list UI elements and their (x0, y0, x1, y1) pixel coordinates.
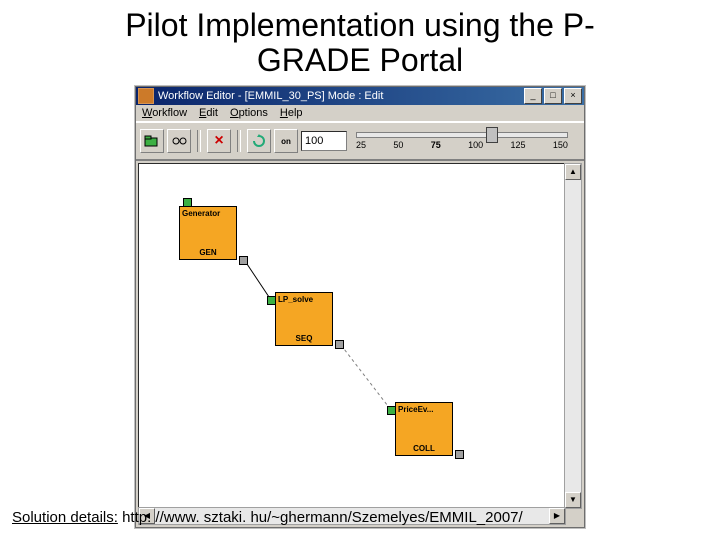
menu-help[interactable]: Help (280, 107, 303, 119)
minimize-button[interactable]: _ (524, 88, 542, 104)
toolbar-sep-2 (237, 130, 241, 152)
menubar: Workflow Edit Options Help (136, 105, 584, 122)
view-button[interactable] (167, 129, 191, 153)
scroll-up-icon[interactable]: ▲ (565, 164, 581, 180)
footer-url: http: //www. sztaki. hu/~ghermann/Szemel… (122, 509, 523, 526)
slider-ticks: 25 50 75 100 125 150 (356, 140, 568, 150)
folder-icon (144, 134, 160, 148)
node-subtype: SEQ (276, 334, 332, 343)
tick-75: 75 (431, 140, 441, 150)
refresh-button[interactable] (247, 129, 271, 153)
node-name: Generator (182, 209, 220, 218)
scroll-right-icon[interactable]: ▶ (549, 508, 565, 524)
scroll-down-icon[interactable]: ▼ (565, 492, 581, 508)
glasses-icon (171, 134, 187, 148)
node-lp[interactable]: LP_solve SEQ (275, 292, 333, 346)
footer-label: Solution details: (12, 509, 118, 526)
toolbar: × on 100 25 50 75 100 125 150 (136, 122, 584, 160)
menu-edit[interactable]: Edit (199, 107, 218, 119)
tick-150: 150 (553, 140, 568, 150)
tick-25: 25 (356, 140, 366, 150)
port[interactable] (239, 256, 248, 265)
vertical-scrollbar[interactable]: ▲ ▼ (564, 163, 582, 509)
title-line-2: GRADE Portal (257, 42, 463, 78)
slider-track (356, 132, 568, 138)
title-line-1: Pilot Implementation using the P- (125, 7, 595, 43)
node-subtype: COLL (396, 444, 452, 453)
port[interactable] (183, 198, 192, 207)
toolbar-sep-1 (197, 130, 201, 152)
tick-125: 125 (511, 140, 526, 150)
port[interactable] (267, 296, 276, 305)
node-name: PriceEv... (398, 405, 433, 414)
port[interactable] (455, 450, 464, 459)
tick-50: 50 (393, 140, 403, 150)
workflow-editor-window: Workflow Editor - [EMMIL_30_PS] Mode : E… (135, 86, 585, 528)
window-title: Workflow Editor - [EMMIL_30_PS] Mode : E… (158, 90, 522, 102)
open-button[interactable] (140, 129, 164, 153)
zoom-slider[interactable]: 25 50 75 100 125 150 (356, 126, 580, 156)
slide-title: Pilot Implementation using the P- GRADE … (0, 0, 720, 82)
close-button[interactable]: × (564, 88, 582, 104)
titlebar[interactable]: Workflow Editor - [EMMIL_30_PS] Mode : E… (136, 87, 584, 105)
menu-workflow[interactable]: Workflow (142, 107, 187, 119)
power-button[interactable]: on (274, 129, 298, 153)
edge (341, 345, 391, 410)
delete-button[interactable]: × (207, 129, 231, 153)
refresh-icon (252, 134, 266, 148)
node-price[interactable]: PriceEv... COLL (395, 402, 453, 456)
node-name: LP_solve (278, 295, 313, 304)
port[interactable] (335, 340, 344, 349)
menu-options[interactable]: Options (230, 107, 268, 119)
workflow-canvas[interactable]: Generator GEN LP_solve SEQ PriceEv... COLL (138, 163, 566, 509)
edge (245, 261, 271, 300)
footer: Solution details: http: //www. sztaki. h… (12, 509, 523, 526)
node-subtype: GEN (180, 248, 236, 257)
maximize-button[interactable]: □ (544, 88, 562, 104)
port[interactable] (387, 406, 396, 415)
zoom-input[interactable]: 100 (301, 131, 347, 151)
tick-100: 100 (468, 140, 483, 150)
node-gen[interactable]: Generator GEN (179, 206, 237, 260)
canvas-area: Generator GEN LP_solve SEQ PriceEv... COLL ▲ … (136, 160, 584, 527)
app-icon (138, 88, 154, 104)
